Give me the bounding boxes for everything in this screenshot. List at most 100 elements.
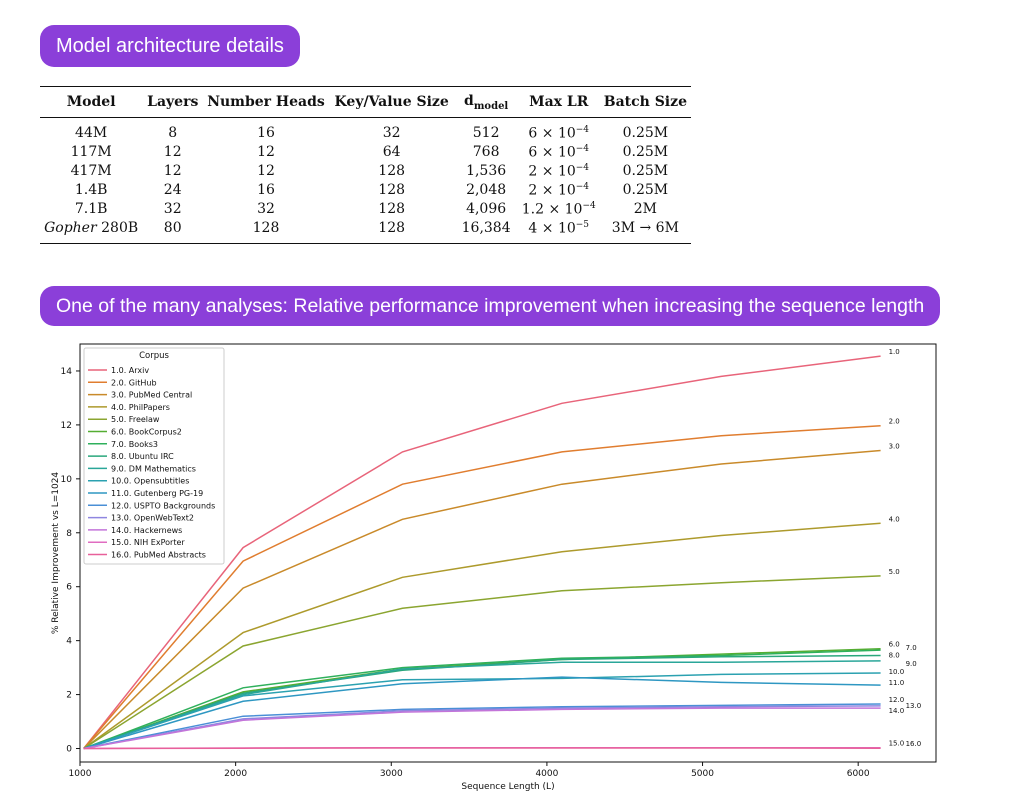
cell-model: 7.1B — [74, 201, 108, 218]
series-end-label: 7.0 — [906, 644, 917, 652]
series-end-label: 1.0 — [889, 348, 900, 356]
series-line — [83, 705, 881, 750]
table-row: 44M 8 16 32 512 6 × 10−4 0.25M — [40, 117, 691, 143]
cell-heads: 12 — [257, 163, 275, 180]
cell-dmodel: 1,536 — [466, 163, 507, 180]
legend-entry: 7.0. Books3 — [111, 440, 158, 449]
cell-batch-size: 0.25M — [622, 144, 669, 161]
series-end-label: 4.0 — [889, 515, 900, 523]
legend-entry: 12.0. USPTO Backgrounds — [111, 501, 215, 510]
cell-max-lr: 2 × 10−4 — [528, 162, 590, 180]
series-line — [83, 647, 881, 750]
series-end-label: 10.0 — [889, 668, 905, 676]
x-tick-label: 4000 — [535, 769, 558, 779]
x-tick-label: 5000 — [691, 769, 714, 779]
y-tick-label: 8 — [66, 529, 72, 539]
cell-max-lr: 6 × 10−4 — [528, 143, 590, 161]
y-axis-label: % Relative Improvement vs L=1024 — [51, 472, 61, 635]
series-line — [83, 676, 881, 750]
section-header-architecture: Model architecture details — [40, 25, 300, 67]
cell-layers: 80 — [142, 218, 204, 244]
series-line — [83, 747, 881, 750]
series-end-label: 3.0 — [889, 443, 900, 451]
legend-entry: 13.0. OpenWebText2 — [111, 514, 194, 523]
cell-batch-size: 0.25M — [622, 182, 669, 199]
cell-heads: 128 — [203, 218, 329, 244]
legend-title: Corpus — [139, 351, 169, 361]
y-tick-label: 10 — [61, 475, 73, 485]
series-end-label: 15.0 — [889, 740, 905, 748]
y-tick-label: 12 — [61, 421, 72, 431]
series-end-label: 12.0 — [889, 696, 905, 704]
cell-max-lr: 4 × 10−5 — [517, 218, 600, 244]
cell-batch-size: 0.25M — [622, 163, 669, 180]
table-row: 1.4B 24 16 128 2,048 2 × 10−4 0.25M — [40, 181, 691, 200]
col-header-heads: Number Heads — [203, 86, 329, 118]
series-line — [83, 449, 881, 750]
legend-entry: 9.0. DM Mathematics — [111, 464, 196, 473]
series-line — [83, 522, 881, 750]
cell-dmodel: 768 — [472, 144, 500, 161]
cell-model: 417M — [70, 163, 112, 180]
table-row: 417M 12 12 128 1,536 2 × 10−4 0.25M — [40, 162, 691, 181]
cell-kv-size: 32 — [382, 125, 401, 142]
cell-layers: 24 — [163, 182, 182, 199]
series-line — [83, 355, 881, 749]
x-tick-label: 2000 — [224, 769, 247, 779]
series-line — [83, 649, 881, 750]
table-row: 7.1B 32 32 128 4,096 1.2 × 10−4 2M — [40, 200, 691, 219]
sequence-length-chart: 1.02.03.04.05.06.0 7.08.09.010.011.012.01… — [51, 343, 937, 792]
cell-batch-size: 0.25M — [622, 125, 669, 142]
series-line — [83, 707, 881, 750]
cell-heads: 32 — [257, 201, 275, 218]
series-line — [83, 660, 881, 750]
cell-heads: 12 — [257, 144, 275, 161]
series-end-label: 16.0 — [906, 740, 922, 748]
col-header-kv-size: Key/Value Size — [328, 86, 455, 118]
cell-heads: 16 — [257, 182, 275, 199]
series-line — [83, 424, 881, 749]
cell-kv-size: 128 — [378, 163, 406, 180]
legend-entry: 4.0. PhilPapers — [111, 403, 170, 412]
legend-entry: 3.0. PubMed Central — [111, 391, 192, 400]
table-row: Gopher 280B 80 128 128 16,384 4 × 10−5 3M → 6M — [40, 218, 691, 244]
cell-layers: 32 — [163, 201, 182, 218]
cell-batch-size: 2M — [633, 201, 657, 218]
cell-max-lr: 1.2 × 10−4 — [521, 200, 596, 218]
cell-model: Gopher 280B — [40, 218, 143, 244]
legend-entry: 10.0. Opensubtitles — [111, 477, 189, 486]
col-header-layers: Layers — [142, 86, 204, 118]
col-header-model: Model — [40, 86, 143, 118]
legend-entry: 16.0. PubMed Abstracts — [111, 551, 206, 560]
series-end-label: 11.0 — [889, 679, 905, 687]
series-end-label: 6.0 — [889, 641, 900, 649]
legend-entry: 6.0. BookCorpus2 — [111, 428, 182, 437]
x-tick-label: 1000 — [69, 769, 92, 779]
cell-kv-size: 128 — [378, 182, 406, 199]
series-end-label: 2.0 — [889, 418, 900, 426]
y-tick-label: 4 — [66, 637, 72, 647]
table-row: 117M 12 12 64 768 6 × 10−4 0.25M — [40, 143, 691, 162]
col-header-max-lr: Max LR — [517, 86, 600, 118]
plot-frame — [79, 343, 937, 763]
cell-kv-size: 64 — [382, 144, 401, 161]
cell-dmodel: 16,384 — [454, 218, 518, 244]
series-end-label: 8.0 — [889, 651, 900, 659]
x-tick-label: 3000 — [380, 769, 403, 779]
cell-layers: 12 — [163, 144, 182, 161]
y-tick-label: 6 — [66, 583, 72, 593]
legend-entry: 8.0. Ubuntu IRC — [111, 452, 174, 461]
series-line — [83, 654, 881, 750]
cell-max-lr: 6 × 10−4 — [528, 124, 590, 142]
cell-layers: 12 — [163, 163, 182, 180]
cell-layers: 8 — [168, 125, 178, 142]
legend-entry: 2.0. GitHub — [111, 378, 157, 387]
y-tick-label: 14 — [61, 367, 73, 377]
cell-kv-size: 128 — [378, 201, 406, 218]
col-header-batch-size: Batch Size — [599, 86, 691, 118]
y-tick-label: 0 — [66, 745, 72, 755]
legend-entry: 5.0. Freelaw — [111, 415, 160, 424]
cell-heads: 16 — [257, 125, 275, 142]
series-end-label: 5.0 — [889, 568, 900, 576]
cell-model: 1.4B — [74, 182, 108, 199]
